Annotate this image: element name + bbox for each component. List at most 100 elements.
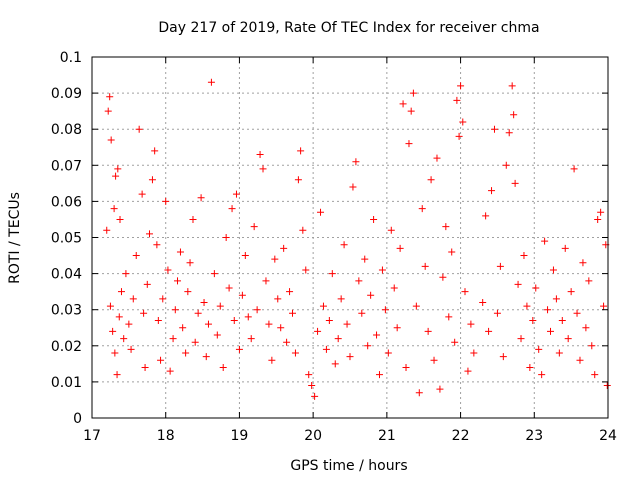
y-tick-label: 0.1: [60, 50, 82, 66]
x-axis-label: GPS time / hours: [290, 458, 407, 474]
data-point: [510, 111, 518, 119]
data-point: [216, 302, 224, 310]
data-point: [194, 309, 202, 317]
data-point: [107, 136, 115, 144]
data-point: [505, 129, 513, 137]
x-tick-label: 18: [157, 428, 175, 444]
data-point: [427, 176, 435, 184]
data-point: [535, 345, 543, 353]
data-point: [186, 259, 194, 267]
data-point: [277, 324, 285, 332]
data-point: [182, 349, 190, 357]
data-point: [132, 252, 140, 260]
data-point: [299, 226, 307, 234]
data-point: [418, 205, 426, 213]
y-tick-label: 0: [73, 411, 82, 427]
data-point: [370, 215, 378, 223]
y-tick-label: 0.08: [51, 122, 82, 138]
data-point: [141, 363, 149, 371]
data-point: [253, 306, 261, 314]
data-point: [114, 165, 122, 173]
data-point: [184, 288, 192, 296]
y-tick-label: 0.06: [51, 194, 82, 210]
data-point: [103, 226, 111, 234]
data-point: [555, 349, 563, 357]
data-point: [355, 277, 363, 285]
data-point: [582, 324, 590, 332]
x-tick-label: 21: [378, 428, 396, 444]
data-point: [564, 335, 572, 343]
data-point: [561, 244, 569, 252]
data-point: [346, 353, 354, 361]
data-point: [547, 327, 555, 335]
data-point: [262, 277, 270, 285]
data-point: [250, 223, 258, 231]
data-point: [247, 335, 255, 343]
y-tick-label: 0.01: [51, 375, 82, 391]
data-point: [328, 270, 336, 278]
data-point: [244, 313, 252, 321]
data-point: [148, 176, 156, 184]
data-point: [457, 82, 465, 90]
data-point: [120, 335, 128, 343]
data-point: [302, 266, 310, 274]
data-point: [421, 262, 429, 270]
data-point: [337, 295, 345, 303]
data-point: [305, 371, 313, 379]
data-point: [228, 205, 236, 213]
data-point: [597, 208, 605, 216]
data-point: [412, 302, 420, 310]
data-point: [166, 367, 174, 375]
data-point: [549, 266, 557, 274]
x-tick-label: 20: [304, 428, 322, 444]
data-point: [387, 226, 395, 234]
data-point: [448, 248, 456, 256]
data-point: [600, 302, 608, 310]
data-point: [189, 215, 197, 223]
data-point: [138, 190, 146, 198]
data-point: [352, 158, 360, 166]
data-point: [407, 107, 415, 115]
data-point: [541, 237, 549, 245]
data-point: [579, 259, 587, 267]
data-point: [317, 208, 325, 216]
data-point: [439, 273, 447, 281]
data-point: [430, 356, 438, 364]
data-point: [154, 317, 162, 325]
data-point: [232, 190, 240, 198]
data-point: [399, 100, 407, 108]
data-point: [116, 215, 124, 223]
data-point: [225, 284, 233, 292]
data-point: [113, 371, 121, 379]
data-point: [496, 262, 504, 270]
data-point: [213, 331, 221, 339]
data-point: [286, 288, 294, 296]
data-point: [520, 252, 528, 260]
data-point: [517, 335, 525, 343]
chart-title: Day 217 of 2019, Rate Of TEC Index for r…: [158, 20, 539, 36]
plot-frame: [91, 56, 609, 419]
data-point: [573, 309, 581, 317]
data-point: [585, 277, 593, 285]
data-point: [235, 345, 243, 353]
data-point: [331, 360, 339, 368]
data-point: [171, 306, 179, 314]
data-point: [308, 382, 316, 390]
data-point: [459, 118, 467, 126]
data-point: [340, 241, 348, 249]
data-point: [499, 353, 507, 361]
data-point: [453, 96, 461, 104]
data-point: [140, 309, 148, 317]
data-point: [157, 356, 165, 364]
data-point: [111, 349, 119, 357]
data-point: [204, 320, 212, 328]
data-point: [381, 306, 389, 314]
data-point: [373, 331, 381, 339]
data-point: [485, 327, 493, 335]
data-point: [230, 317, 238, 325]
data-point: [200, 298, 208, 306]
data-point: [361, 255, 369, 263]
data-point: [164, 266, 172, 274]
data-point: [364, 342, 372, 350]
data-point: [367, 291, 375, 299]
